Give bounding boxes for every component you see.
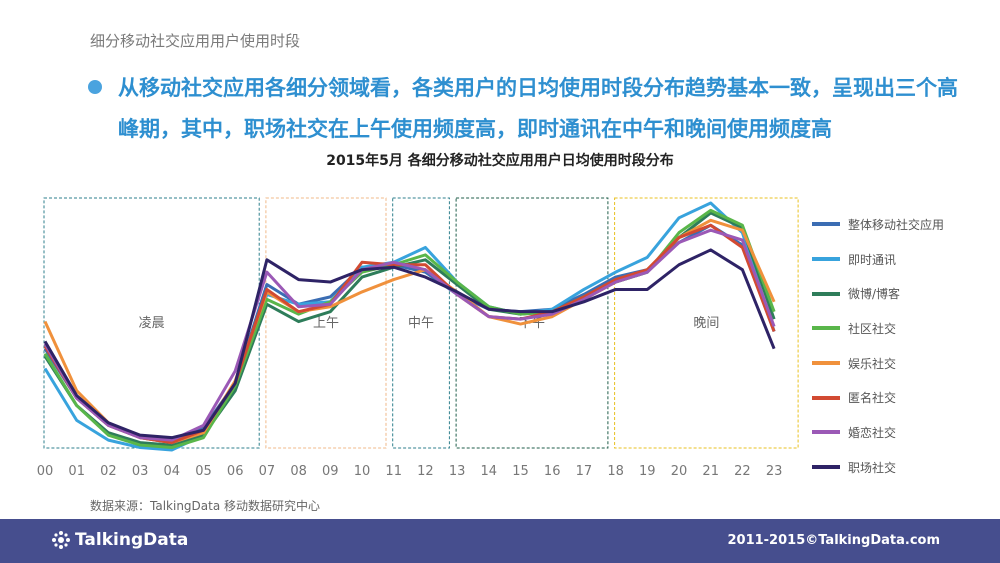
chart-title: 2015年5月 各细分移动社交应用用户日均使用时段分布	[326, 153, 674, 169]
x-tick-label: 13	[449, 464, 466, 479]
footer-bar: TalkingData 2011-2015©TalkingData.com	[0, 519, 1000, 563]
legend-item-1: 即时通讯	[812, 242, 944, 277]
legend-swatch	[812, 291, 840, 296]
x-tick-label: 02	[100, 464, 117, 479]
talkingdata-logo: TalkingData	[52, 530, 188, 550]
bullet-dot-icon	[88, 80, 102, 94]
period-label-2: 中午	[408, 316, 434, 331]
legend-swatch	[812, 465, 840, 470]
period-boxes	[43, 197, 799, 449]
x-tick-label: 21	[702, 464, 719, 479]
x-tick-label: 10	[354, 464, 371, 479]
legend-label: 婚恋社交	[848, 425, 897, 440]
x-tick-label: 16	[544, 464, 561, 479]
period-labels: 凌晨 上午 中午 下午 晚间	[139, 316, 720, 331]
legend-item-6: 婚恋社交	[812, 415, 944, 450]
x-tick-label: 05	[195, 464, 212, 479]
period-label-1: 上午	[313, 316, 339, 331]
legend-label: 匿名社交	[848, 391, 897, 406]
legend-swatch	[812, 395, 840, 400]
series-line-7	[43, 248, 776, 440]
legend-swatch	[812, 222, 840, 227]
x-tick-label: 00	[37, 464, 54, 479]
x-tick-label: 23	[766, 464, 783, 479]
legend-swatch	[812, 430, 840, 435]
x-tick-label: 15	[512, 464, 529, 479]
x-axis-ticks: 00 01 02 03 04 05 06 07 08 09 10 11 12 13 14 15 16 17 18 19…	[37, 464, 783, 479]
legend-swatch	[812, 257, 840, 262]
data-source: 数据来源：TalkingData 移动数据研究中心	[90, 499, 321, 513]
legend-label: 即时通讯	[848, 252, 897, 267]
x-tick-label: 01	[68, 464, 85, 479]
period-label-4: 晚间	[693, 316, 719, 331]
x-tick-label: 11	[385, 464, 402, 479]
x-tick-label: 18	[607, 464, 624, 479]
legend-item-5: 匿名社交	[812, 380, 944, 415]
section-title: 细分移动社交应用用户使用时段	[90, 32, 301, 50]
legend-label: 职场社交	[848, 460, 897, 475]
x-tick-label: 08	[290, 464, 307, 479]
legend-swatch	[812, 326, 840, 331]
x-tick-label: 20	[671, 464, 688, 479]
x-tick-label: 22	[734, 464, 751, 479]
x-tick-label: 04	[164, 464, 181, 479]
period-box-1	[265, 197, 387, 449]
legend-label: 微博/博客	[848, 287, 901, 302]
legend-item-7: 职场社交	[812, 450, 944, 485]
legend-item-2: 微博/博客	[812, 276, 944, 311]
period-box-3	[455, 197, 609, 449]
logo-text: TalkingData	[75, 530, 189, 550]
x-tick-label: 09	[322, 464, 339, 479]
x-tick-label: 19	[639, 464, 656, 479]
x-tick-label: 06	[227, 464, 244, 479]
legend-label: 整体移动社交应用	[848, 217, 945, 232]
x-tick-label: 17	[576, 464, 593, 479]
x-tick-label: 14	[481, 464, 498, 479]
series-lines	[43, 201, 776, 452]
legend-item-3: 社区社交	[812, 311, 944, 346]
period-box-2	[392, 197, 450, 449]
legend-label: 娱乐社交	[848, 356, 897, 371]
period-label-0: 凌晨	[139, 316, 165, 331]
x-tick-label: 07	[259, 464, 276, 479]
x-tick-label: 12	[417, 464, 434, 479]
headline: 从移动社交应用各细分领域看，各类用户的日均使用时段分布趋势基本一致，呈现出三个高…	[118, 76, 958, 141]
x-tick-label: 03	[132, 464, 149, 479]
copyright: 2011-2015©TalkingData.com	[727, 533, 940, 548]
legend-swatch	[812, 361, 840, 366]
legend-item-0: 整体移动社交应用	[812, 207, 944, 242]
series-line-6	[43, 228, 776, 442]
legend-item-4: 娱乐社交	[812, 346, 944, 381]
legend-label: 社区社交	[848, 321, 897, 336]
legend: 整体移动社交应用 即时通讯微博/博客社区社交娱乐社交匿名社交婚恋社交职场社交	[812, 207, 944, 485]
logo-mark-icon	[52, 531, 70, 549]
series-line-1	[43, 201, 776, 452]
period-box-4	[614, 197, 799, 449]
